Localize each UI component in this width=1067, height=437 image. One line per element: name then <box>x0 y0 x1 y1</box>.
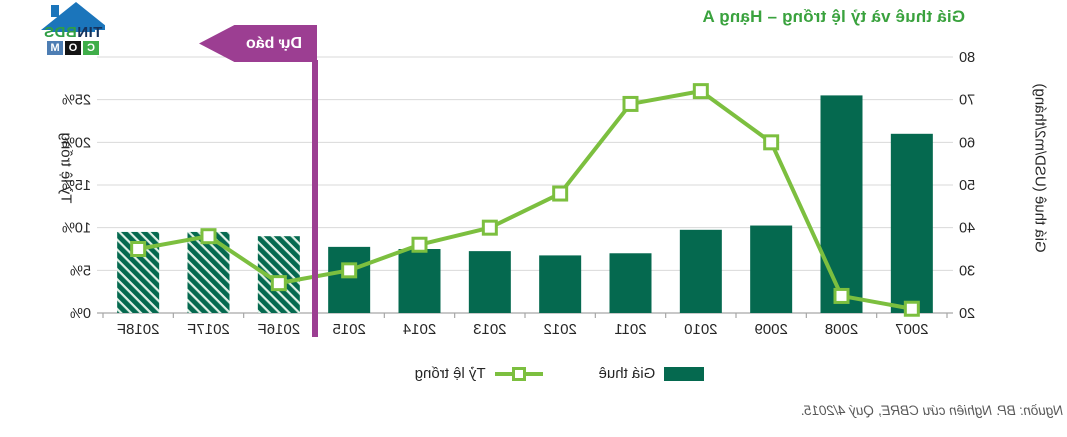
year-label-2018F: 2018F <box>117 321 160 338</box>
line-marker-2016F <box>270 275 287 292</box>
year-label-2012: 2012 <box>543 321 576 338</box>
house-icon <box>41 2 105 32</box>
year-label-2013: 2013 <box>473 321 506 338</box>
rent-tick-label: 30 <box>959 263 975 279</box>
legend-label-rent: Giá thuê <box>598 365 656 382</box>
year-label-2015: 2015 <box>332 321 365 338</box>
rent-tick-label: 40 <box>959 221 975 237</box>
year-label-2016F: 2016F <box>258 321 301 338</box>
bar-2010 <box>679 229 722 313</box>
year-label-2008: 2008 <box>825 321 858 338</box>
bar-2009 <box>750 225 793 313</box>
rent-tick-label: 60 <box>959 135 975 151</box>
bar-2012 <box>539 255 582 313</box>
vacancy-line-swatch-icon <box>494 366 543 381</box>
year-label-2011: 2011 <box>614 321 646 338</box>
vacancy-tick-label: 25% <box>62 93 91 109</box>
vacancy-tick-label: 0% <box>70 306 91 322</box>
line-marker-2011 <box>622 95 639 112</box>
line-marker-2007 <box>903 300 920 317</box>
vacancy-axis-title: Tỷ lệ trống <box>57 132 75 204</box>
rent-tick-label: 50 <box>959 178 975 194</box>
year-label-2017F: 2017F <box>187 321 230 338</box>
line-marker-2015 <box>341 262 358 279</box>
vacancy-tick-label: 5% <box>70 263 91 279</box>
line-marker-2018F <box>130 241 147 257</box>
legend-label-vacancy: Tỷ lệ trống <box>414 365 486 382</box>
source-note: Nguồn: BP. Nghiên cứu CBRE, Quý 4/2015. <box>800 403 1063 418</box>
forecast-banner-label: Dự báo <box>245 35 303 52</box>
bar-2011 <box>609 253 652 313</box>
bar-2014 <box>398 249 441 313</box>
year-label-2014: 2014 <box>403 321 436 338</box>
bar-2007 <box>890 133 933 313</box>
bar-2008 <box>820 95 863 314</box>
line-marker-2012 <box>552 185 569 202</box>
year-label-2010: 2010 <box>684 321 717 338</box>
year-label-2007: 2007 <box>895 321 928 338</box>
bar-2015 <box>328 246 371 313</box>
bar-2013 <box>468 251 511 313</box>
line-marker-2017F <box>200 228 217 245</box>
vacancy-tick-label: 15% <box>62 178 91 194</box>
line-marker-2013 <box>481 219 498 236</box>
rent-tick-label: 70 <box>959 93 975 109</box>
rent-axis-title: Giá thuê (USD/m2/tháng) <box>1031 83 1049 253</box>
line-marker-2010 <box>692 83 709 100</box>
rent-bar-swatch-icon <box>664 366 705 381</box>
legend-item-rent: Giá thuê <box>599 365 705 382</box>
rent-tick-label: 20 <box>959 306 975 322</box>
legend: Giá thuê Tỷ lệ trống <box>0 365 1067 382</box>
line-marker-2014 <box>411 236 428 253</box>
tinbds-logo: TINBDS C O M <box>32 2 114 55</box>
line-marker-2008 <box>833 287 850 304</box>
rent-tick-label: 80 <box>959 50 975 66</box>
vacancy-tick-label: 20% <box>62 135 91 151</box>
legend-item-vacancy: Tỷ lệ trống <box>415 365 543 382</box>
forecast-divider-line <box>312 60 318 337</box>
vacancy-line <box>137 89 913 311</box>
line-marker-2009 <box>763 134 780 151</box>
year-label-2009: 2009 <box>754 321 787 338</box>
vacancy-tick-label: 10% <box>62 221 91 237</box>
